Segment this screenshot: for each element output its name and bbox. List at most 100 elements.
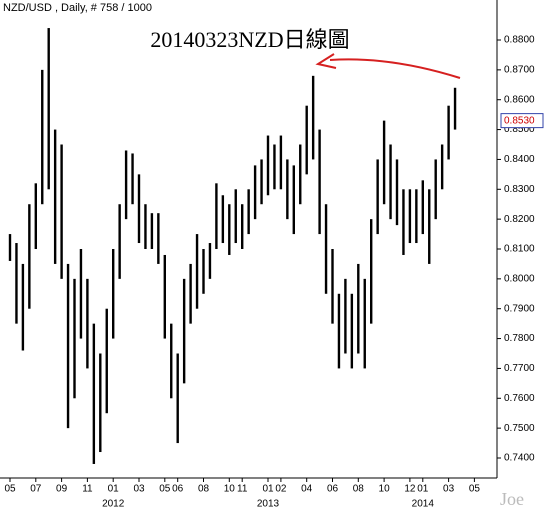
price-bar [41, 69, 44, 205]
last-price-label: 0.8530 [504, 115, 535, 126]
annotation-arrow [329, 58, 461, 79]
x-tick-label: 08 [353, 484, 365, 495]
price-bar [311, 75, 315, 160]
price-bar [28, 204, 31, 309]
price-bar [99, 353, 102, 453]
price-bar [273, 144, 276, 190]
price-bar [299, 144, 302, 205]
price-bar [337, 293, 341, 369]
price-bar [215, 183, 218, 250]
price-bar [170, 323, 173, 399]
price-bar [253, 165, 257, 220]
price-bar [137, 174, 141, 244]
price-bar [228, 204, 231, 255]
price-bar [389, 144, 392, 220]
price-bar [408, 189, 412, 244]
x-tick-label: 11 [82, 484, 93, 495]
price-bar [453, 87, 457, 130]
y-tick-label: 0.8000 [504, 273, 535, 284]
y-tick-label: 0.7500 [504, 423, 535, 434]
x-tick-label: 12 [404, 484, 416, 495]
price-bar [331, 249, 334, 324]
x-tick-label: 10 [379, 484, 391, 495]
price-bar [150, 213, 154, 250]
price-bar [157, 213, 160, 264]
x-tick-label: 04 [301, 484, 313, 495]
price-bar [279, 135, 283, 190]
price-bar [357, 263, 360, 354]
price-bar [189, 263, 192, 324]
y-tick-label: 0.7600 [504, 393, 535, 404]
price-bar [415, 189, 418, 244]
price-bar [421, 180, 424, 235]
x-year-label: 2014 [412, 499, 435, 510]
price-bar [376, 159, 379, 235]
price-bar [234, 189, 237, 244]
y-tick-label: 0.7400 [504, 453, 535, 464]
x-tick-label: 05 [159, 484, 171, 495]
price-bar [86, 278, 89, 369]
x-tick-label: 07 [30, 484, 42, 495]
x-tick-label: 05 [469, 484, 481, 495]
chart-header: NZD/USD , Daily, # 758 / 1000 [3, 2, 152, 14]
price-bar [66, 263, 70, 429]
price-bar [241, 204, 244, 250]
price-bar [305, 105, 308, 175]
x-tick-label: 06 [172, 484, 184, 495]
price-bar [79, 249, 83, 339]
y-tick-label: 0.7700 [504, 363, 535, 374]
price-bar [286, 159, 289, 220]
watermark: Joe [500, 489, 524, 509]
x-tick-label: 02 [275, 484, 287, 495]
price-bar [47, 28, 50, 190]
price-bar [112, 249, 115, 339]
price-bar [182, 278, 186, 384]
price-bar [363, 278, 366, 369]
price-bar [124, 150, 128, 220]
price-bar [53, 129, 57, 264]
price-bar [395, 159, 399, 226]
annotation-arrowhead [315, 53, 337, 69]
price-bar [163, 254, 166, 339]
last-price-box [500, 113, 544, 129]
y-tick-label: 0.8300 [504, 184, 535, 195]
price-bar [318, 129, 321, 235]
price-bar [324, 204, 328, 294]
price-bar [266, 135, 270, 196]
price-bar [434, 159, 437, 220]
price-bar [105, 308, 108, 414]
price-bar [382, 120, 386, 205]
price-bar [247, 189, 250, 235]
price-bar [195, 234, 199, 309]
price-bar [118, 204, 121, 279]
price-bar [144, 204, 147, 250]
price-bar [260, 159, 263, 205]
y-tick-label: 0.8500 [504, 124, 535, 135]
x-year-label: 2013 [257, 499, 280, 510]
x-tick-label: 03 [133, 484, 145, 495]
price-bar [60, 144, 63, 279]
y-tick-label: 0.8800 [504, 35, 535, 46]
price-bar [15, 243, 18, 324]
y-tick-label: 0.8100 [504, 244, 535, 255]
chart-title: 20140323NZD日線圖 [150, 27, 349, 52]
price-bar [8, 234, 12, 261]
y-tick-label: 0.8700 [504, 65, 535, 76]
x-tick-label: 05 [4, 484, 16, 495]
price-bar [34, 183, 37, 250]
price-bar [202, 249, 205, 294]
x-tick-label: 10 [224, 484, 236, 495]
x-tick-label: 01 [262, 484, 274, 495]
y-tick-label: 0.8400 [504, 154, 535, 165]
price-bar [21, 263, 25, 351]
y-tick-label: 0.8200 [504, 214, 535, 225]
price-bar [402, 189, 405, 255]
x-tick-label: 01 [108, 484, 120, 495]
y-tick-label: 0.7800 [504, 333, 535, 344]
price-bar [447, 105, 450, 160]
x-year-label: 2012 [102, 499, 125, 510]
price-bar [344, 278, 347, 354]
x-tick-label: 09 [56, 484, 68, 495]
price-bar [221, 195, 225, 244]
